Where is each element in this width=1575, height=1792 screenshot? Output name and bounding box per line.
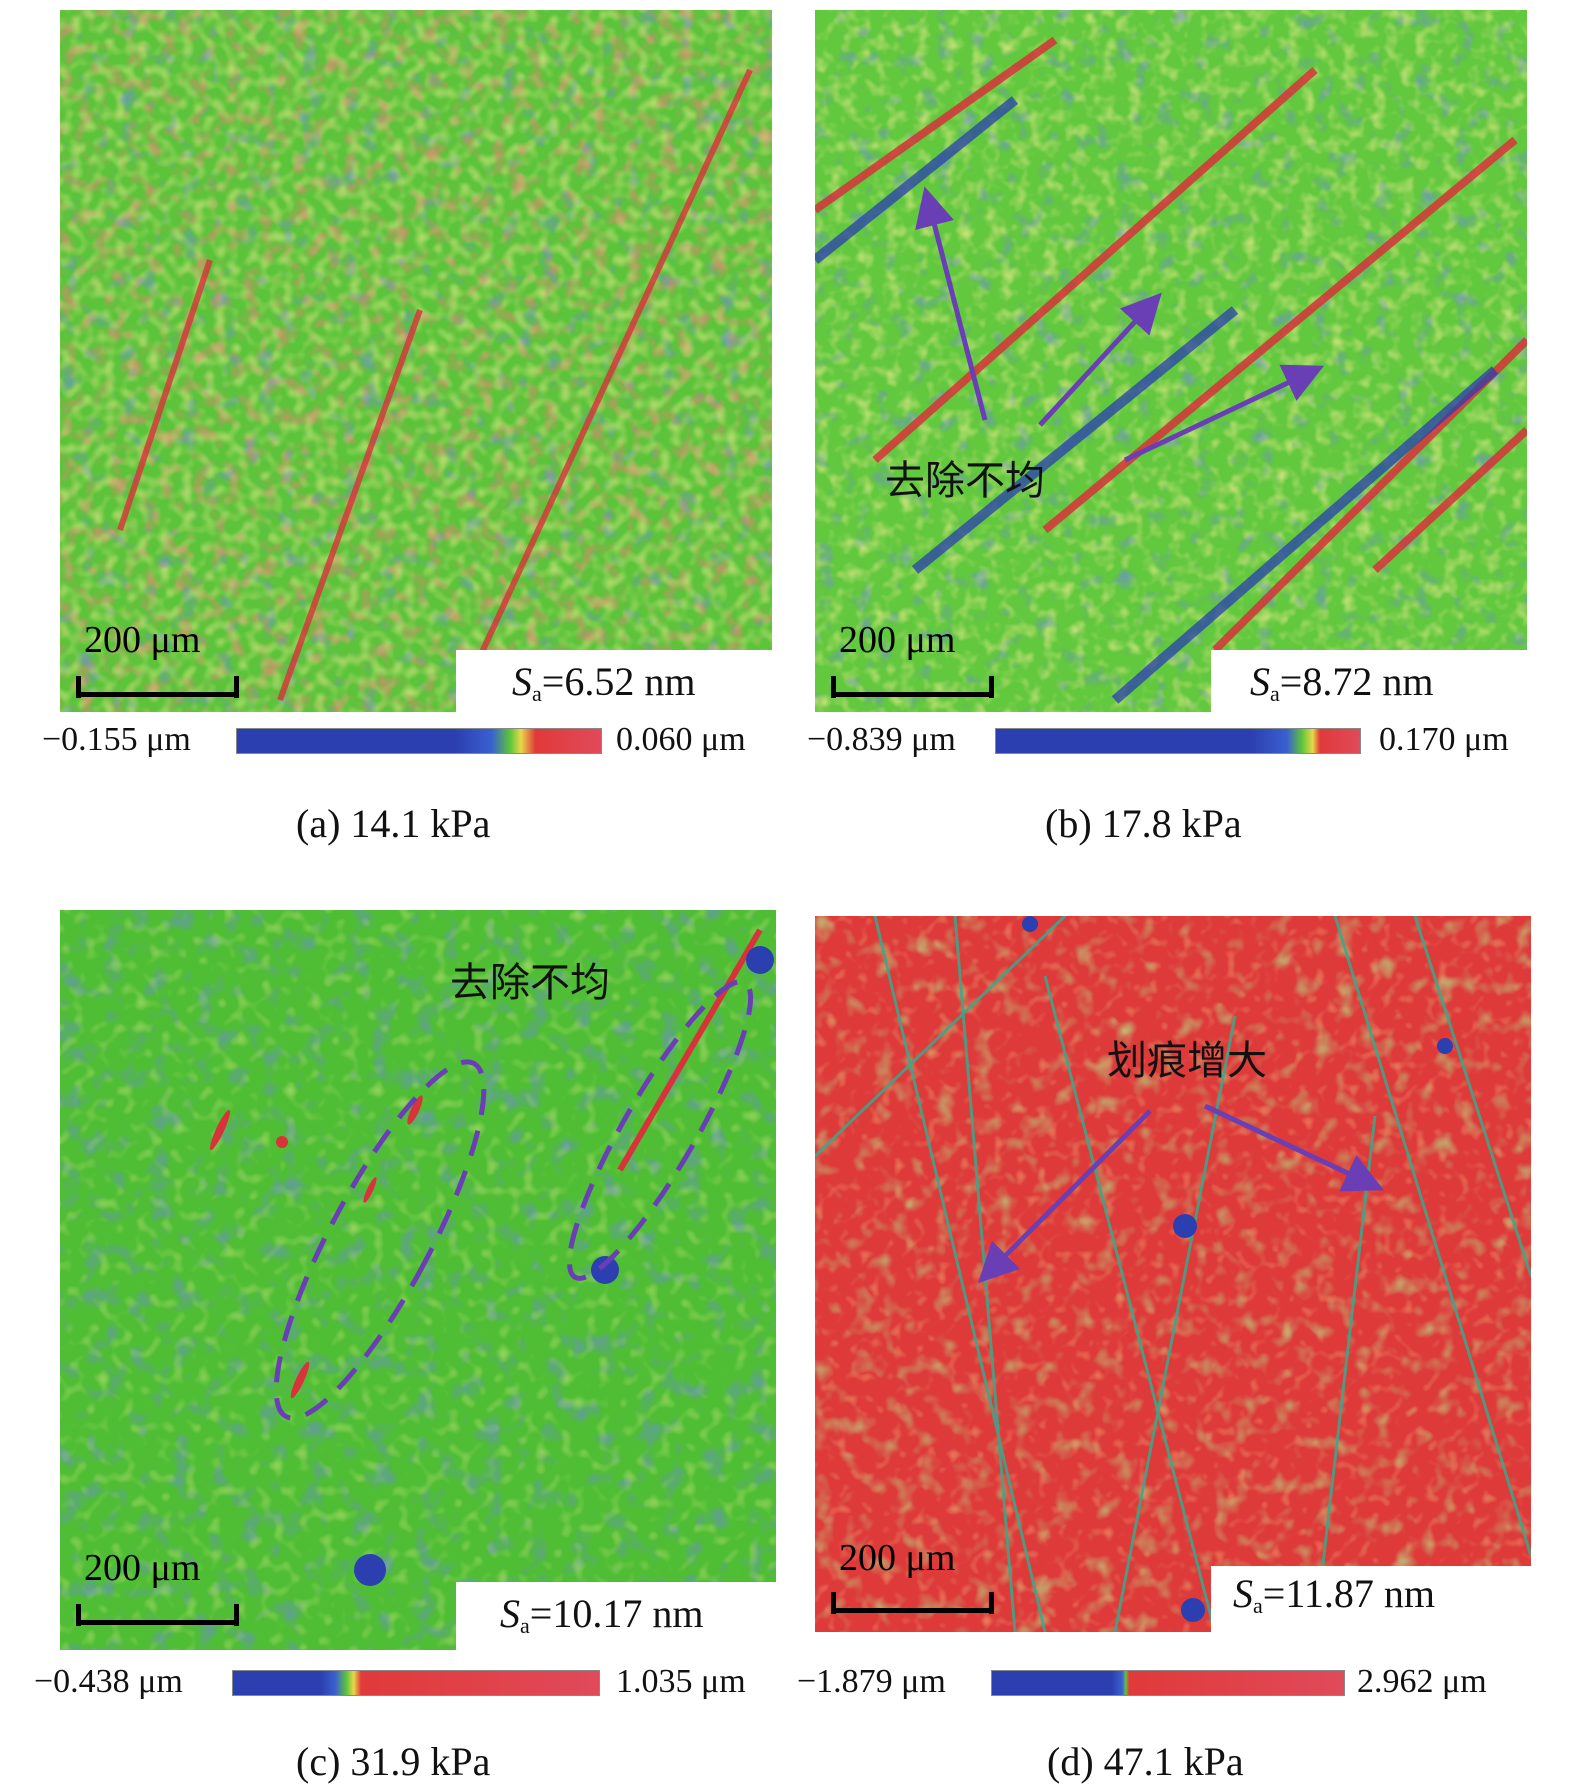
colorbar [991,1670,1345,1696]
scale-tick-left [76,1604,81,1626]
annotation-label: 去除不均 [450,960,610,1006]
scale-tick-left [76,676,81,698]
colorbar [236,728,602,754]
scale-bar [833,1608,993,1613]
scale-tick-left [831,1592,836,1614]
annotation-label: 去除不均 [885,458,1045,504]
scale-bar [833,692,993,697]
scale-label: 200 μm [839,619,956,661]
colorbar-max: 0.170 μm [1379,721,1509,758]
sa-value-text: Sa=11.87 nm [1233,1571,1435,1618]
colorbar [232,1670,600,1696]
colorbar-min: −0.155 μm [42,721,191,758]
colorbar-max: 1.035 μm [616,1663,746,1700]
scale-label: 200 μm [84,1547,201,1589]
panel-c: 去除不均 Sa=10.17 nm 200 μm −0.438 μm 1.035 … [0,900,787,1792]
panel-b: Sa=8.72 nm 200 μm 去除不均 −0.839 μm 0.170 μ… [787,0,1575,850]
sa-box [456,650,772,712]
sa-box [1211,1566,1531,1632]
panel-caption: (b) 17.8 kPa [1045,801,1242,846]
panel-a: Sa=6.52 nm 200 μm −0.155 μm 0.060 μm (a)… [0,0,787,850]
scale-tick-right [234,676,239,698]
panel-d: 划痕增大 Sa=11.87 nm 200 μm −1.879 μm 2.962 … [787,900,1575,1792]
colorbar-max: 0.060 μm [616,721,746,758]
height-map-a: Sa=6.52 nm 200 μm [60,10,772,712]
sa-value-text: Sa=10.17 nm [500,1591,704,1638]
colorbar-min: −0.438 μm [34,1663,183,1700]
colorbar-min: −0.839 μm [807,721,956,758]
colorbar [995,728,1361,754]
panel-caption: (a) 14.1 kPa [296,801,491,846]
height-map-c: 去除不均 Sa=10.17 nm 200 μm [60,910,776,1650]
colorbar-min: −1.879 μm [797,1663,946,1700]
height-map-b: Sa=8.72 nm 200 μm 去除不均 [815,10,1527,712]
scale-label: 200 μm [84,619,201,661]
sa-value-text: Sa=8.72 nm [1250,659,1434,706]
colorbar-max: 2.962 μm [1357,1663,1487,1700]
panel-caption: (d) 47.1 kPa [1047,1739,1244,1784]
sa-box [1211,650,1527,712]
sa-box [456,1582,776,1650]
scale-bar [78,1620,238,1625]
scale-bar [78,692,238,697]
height-map-d: 划痕增大 Sa=11.87 nm 200 μm [815,916,1531,1632]
sa-value-text: Sa=6.52 nm [512,659,696,706]
scale-tick-right [989,1592,994,1614]
scale-tick-left [831,676,836,698]
scale-tick-right [989,676,994,698]
scale-tick-right [234,1604,239,1626]
panel-caption: (c) 31.9 kPa [296,1739,491,1784]
scale-label: 200 μm [839,1537,956,1579]
annotation-label: 划痕增大 [1107,1038,1267,1084]
